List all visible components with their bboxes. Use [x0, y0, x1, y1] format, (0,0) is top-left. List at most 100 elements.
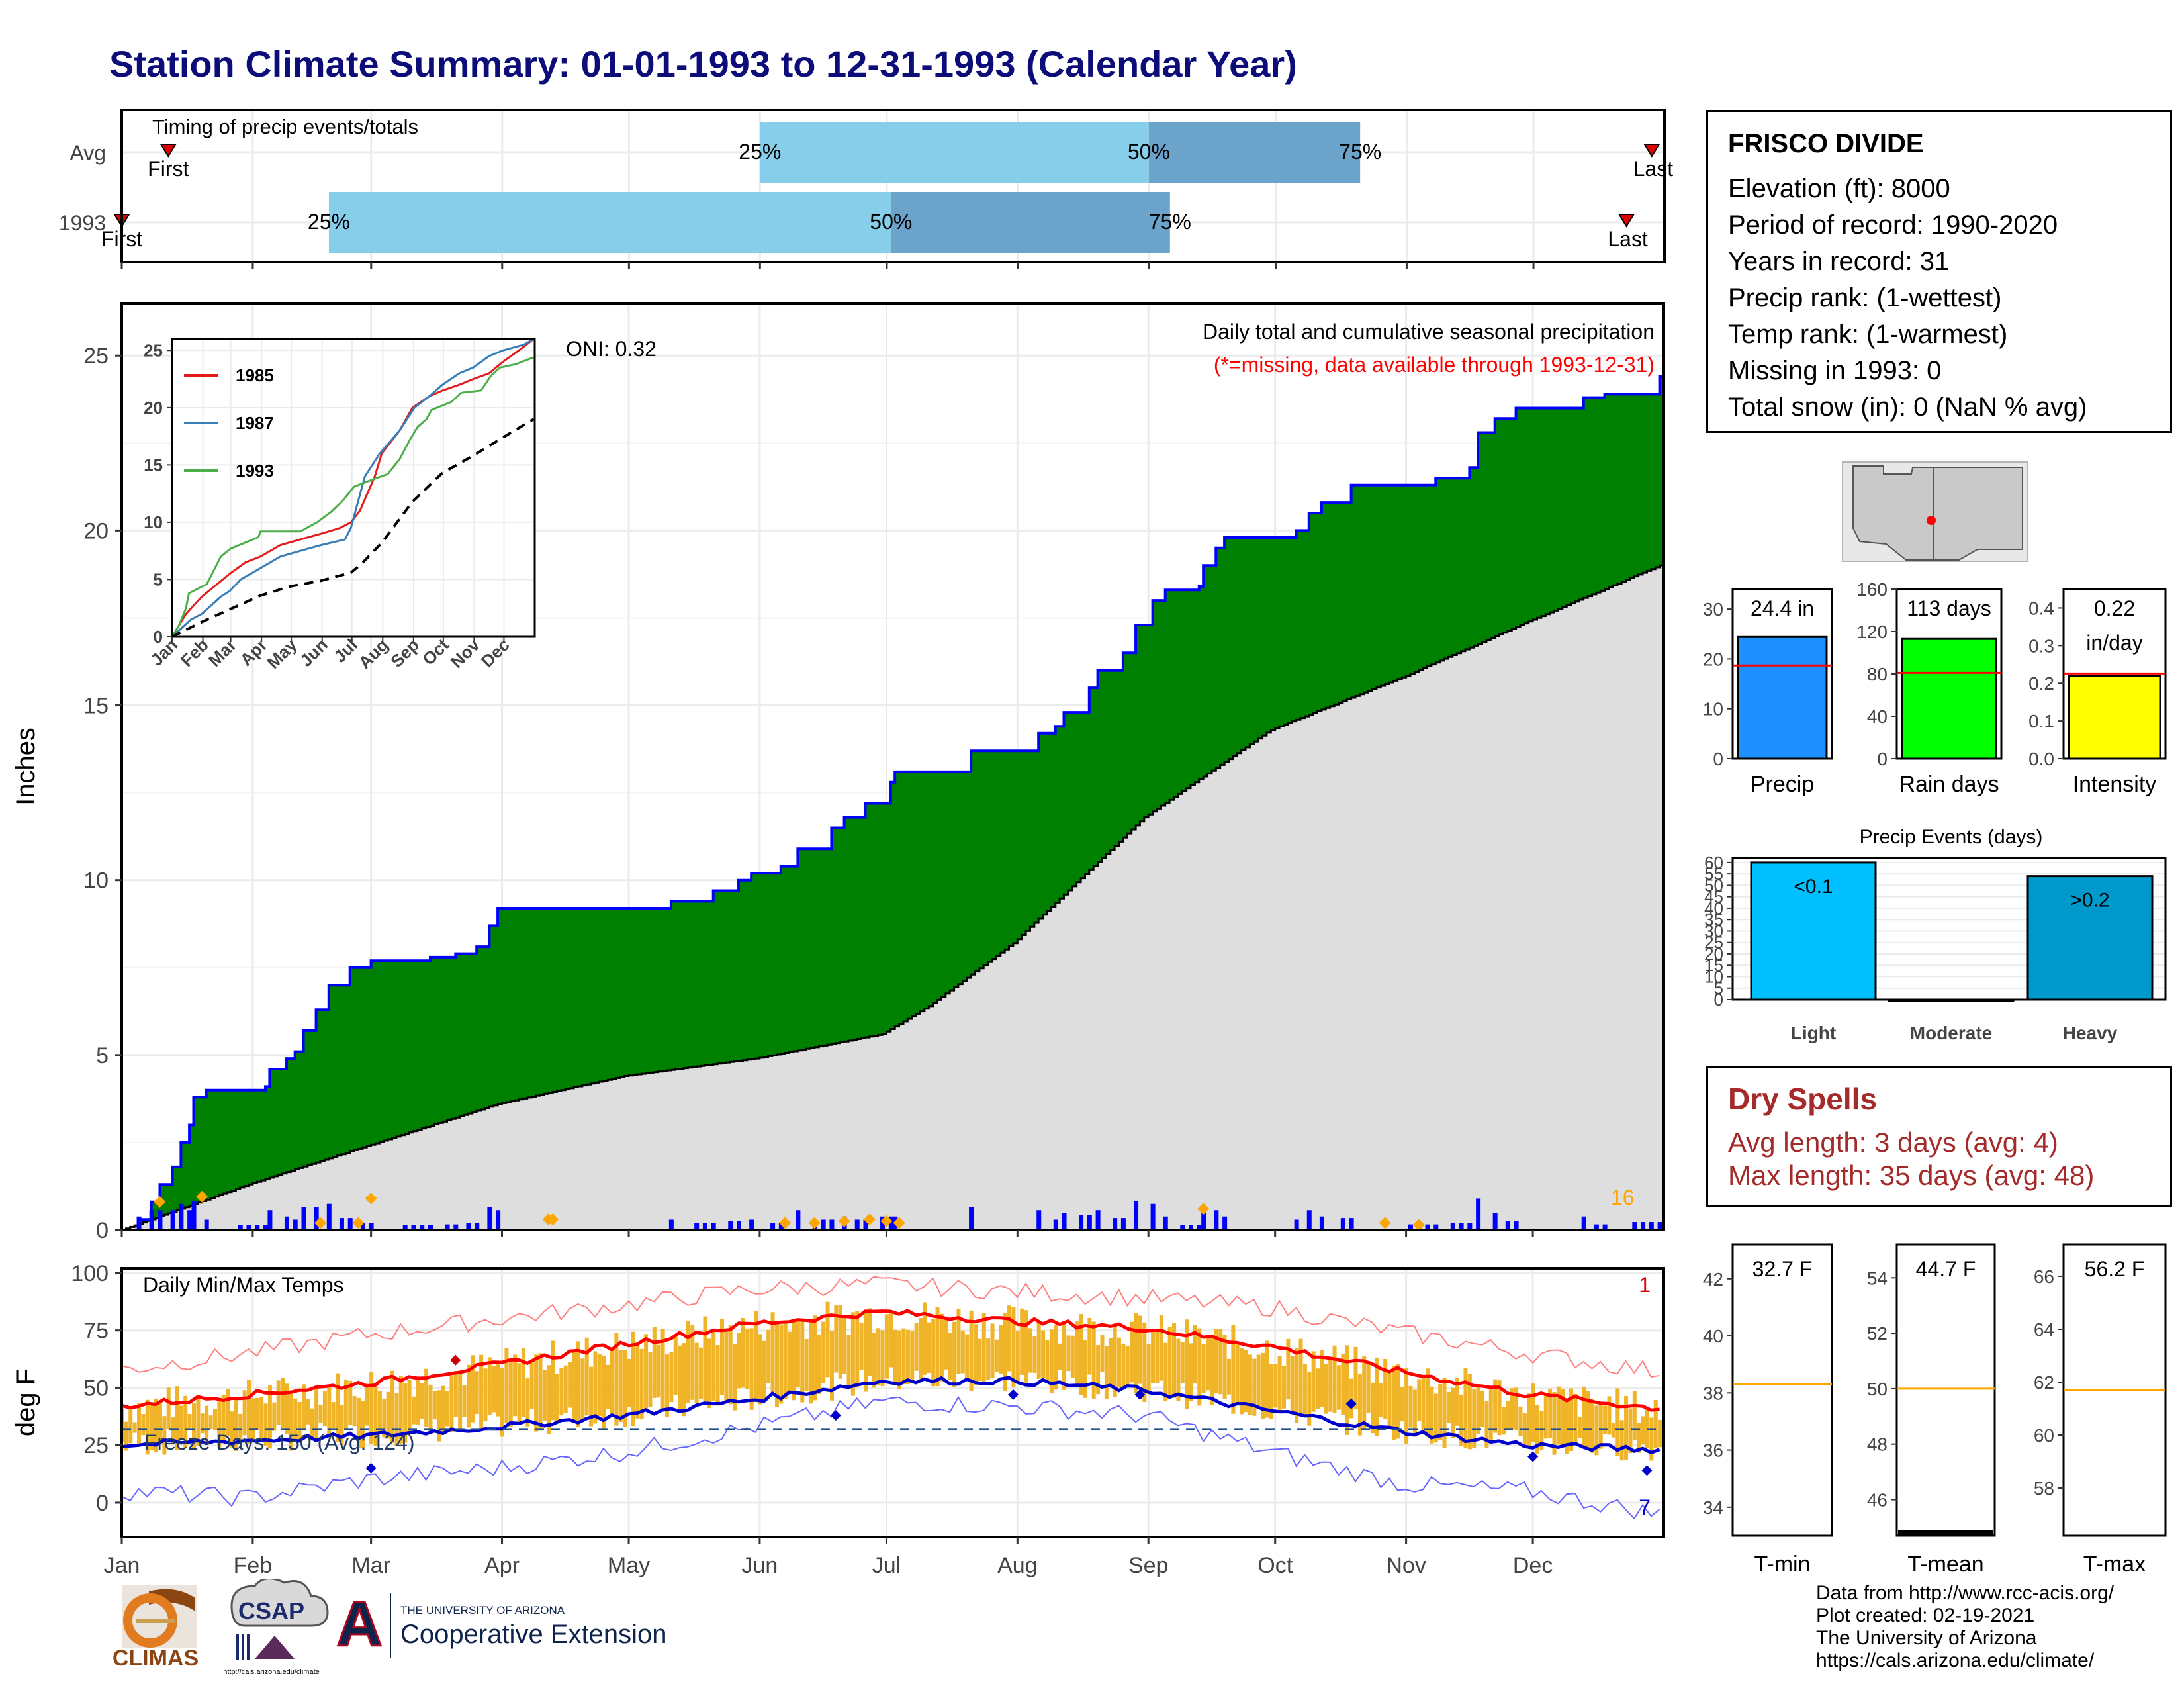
temp-day-bar: [517, 1363, 522, 1425]
inset-ytick-label: 0: [154, 627, 163, 647]
cum-1993-line: [122, 375, 1664, 1231]
temp-day-bar: [487, 1357, 492, 1415]
temp-frame: [120, 1267, 1665, 1538]
temp-day-bar: [340, 1405, 344, 1446]
temp-day-bar: [1336, 1365, 1341, 1410]
temp-day-bar: [272, 1402, 277, 1431]
temp-day-bar: [496, 1362, 500, 1417]
summary-value-label2: in/day: [2086, 631, 2142, 655]
temp-day-bar: [1615, 1388, 1620, 1456]
tsum-ytick-label: 52: [1867, 1323, 1888, 1344]
cum-daily-bar: [1163, 1216, 1168, 1230]
cum-daily-bar: [187, 1210, 193, 1230]
temp-day-bar: [1569, 1388, 1574, 1452]
temp-day-bar: [1235, 1344, 1240, 1406]
temp-day-bar: [1404, 1368, 1409, 1444]
temp-day-bar: [154, 1398, 158, 1452]
temp-title: Daily Min/Max Temps: [143, 1273, 343, 1297]
events-ytick-label: 60: [1704, 853, 1723, 872]
cum-daily-bar: [1632, 1222, 1637, 1230]
tsum-ytick-label: 38: [1703, 1383, 1723, 1403]
summary-ytick-label: 0: [1713, 749, 1723, 769]
timing-q50-label: 50%: [1128, 140, 1170, 164]
temp-day-bar: [1049, 1329, 1054, 1394]
temp-day-bar: [1421, 1375, 1426, 1432]
cum-ytick-label: 0: [96, 1218, 109, 1243]
temp-day-bar: [500, 1368, 505, 1437]
temp-day-bar: [1375, 1357, 1379, 1436]
cum-daily-bar: [796, 1210, 801, 1230]
cum-daily-bar: [1150, 1203, 1156, 1230]
inset-ytick-label: 15: [144, 455, 163, 475]
temp-day-bar: [1083, 1340, 1087, 1398]
timing-row-label: 1993: [59, 211, 106, 235]
temp-day-bar: [221, 1395, 226, 1443]
credit-data-source: Data from http://www.rcc-acis.org/: [1816, 1582, 2115, 1604]
temp-day-bar: [1307, 1371, 1312, 1426]
cum-daily-bar: [1306, 1210, 1312, 1230]
temp-day-bar: [724, 1329, 729, 1401]
cum-daily-bar: [1433, 1224, 1439, 1230]
temp-day-bar: [1265, 1340, 1269, 1418]
temp-day-bar: [1176, 1338, 1181, 1401]
cum-daily-bar: [284, 1216, 289, 1230]
summary-value-label: 0.22: [2094, 596, 2135, 620]
temp-day-bar: [1281, 1366, 1286, 1409]
temp-day-bar: [1480, 1390, 1485, 1427]
cum-daily-bar: [238, 1225, 243, 1230]
temp-day-bar: [547, 1365, 551, 1434]
temp-day-bar: [458, 1371, 463, 1430]
temp-day-bar: [580, 1358, 585, 1421]
temp-day-bar: [525, 1378, 530, 1427]
cum-ytick-label: 25: [83, 344, 109, 369]
temp-day-bar: [1455, 1378, 1459, 1426]
cum-subtitle: (*=missing, data available through 1993-…: [1214, 353, 1655, 377]
events-ytick-label: 45: [1704, 887, 1723, 907]
temp-day-bar: [285, 1383, 289, 1434]
temp-day-bar: [1645, 1407, 1649, 1448]
temp-day-bar: [576, 1341, 580, 1427]
station-location-map: [1842, 461, 2028, 562]
temp-day-bar: [682, 1343, 686, 1417]
temp-day-bar: [1362, 1355, 1367, 1430]
cum-daily-bar: [496, 1210, 501, 1230]
credit-plot-created: Plot created: 02-19-2021: [1816, 1605, 2035, 1626]
temp-day-bar: [1045, 1339, 1050, 1383]
station-elevation: Elevation (ft): 8000: [1728, 174, 1950, 203]
tsum-ytick-label: 66: [2034, 1266, 2054, 1287]
temp-day-bar: [707, 1338, 711, 1409]
temp-day-bar: [960, 1330, 965, 1374]
cum-daily-bar: [1340, 1218, 1345, 1230]
cum-event-diamond: [314, 1217, 327, 1229]
cum-event-diamond: [808, 1217, 821, 1229]
temp-day-bar: [788, 1331, 792, 1393]
cum-daily-bar: [1450, 1223, 1455, 1230]
station-info-panel: FRISCO DIVIDE Elevation (ft): 8000 Perio…: [1706, 110, 2172, 433]
cum-daily-bar: [702, 1223, 707, 1230]
temp-day-bar: [1180, 1342, 1185, 1383]
inset-frame: [171, 338, 536, 638]
temperature-summary-charts: 32.7 F 34 36 38 40 42 T-min 44.7 F 46 48 50 52 54 T-m…: [1703, 1243, 2167, 1577]
precip-events-chart: <0.1 Light Moderate >0.2 Heavy 05101520253035…: [1704, 826, 2167, 1043]
dry-spells-max: Max length: 35 days (avg: 48): [1728, 1160, 2095, 1191]
temp-day-bar: [627, 1358, 631, 1407]
temp-day-bar: [770, 1312, 775, 1393]
temp-day-bar: [192, 1403, 197, 1449]
temp-day-bar: [1277, 1356, 1282, 1411]
temp-day-bar: [1036, 1321, 1041, 1379]
temp-day-bar: [336, 1373, 340, 1442]
events-ytick-label: 10: [1704, 966, 1723, 986]
temp-day-bar: [973, 1324, 978, 1385]
temp-day-bar: [1316, 1368, 1320, 1409]
cum-daily-bar: [829, 1219, 835, 1230]
temp-day-bar: [711, 1329, 716, 1401]
cum-daily-bar: [728, 1221, 733, 1230]
temp-day-bar: [1117, 1337, 1122, 1388]
temp-day-bar: [1032, 1336, 1037, 1373]
events-ytick-label: 30: [1704, 921, 1723, 941]
temp-day-bar: [568, 1362, 572, 1408]
temp-day-bar: [471, 1355, 475, 1423]
tsum-frame: [1731, 1243, 1833, 1537]
temp-day-bar: [694, 1342, 699, 1403]
timing-last-marker: [1643, 144, 1661, 158]
